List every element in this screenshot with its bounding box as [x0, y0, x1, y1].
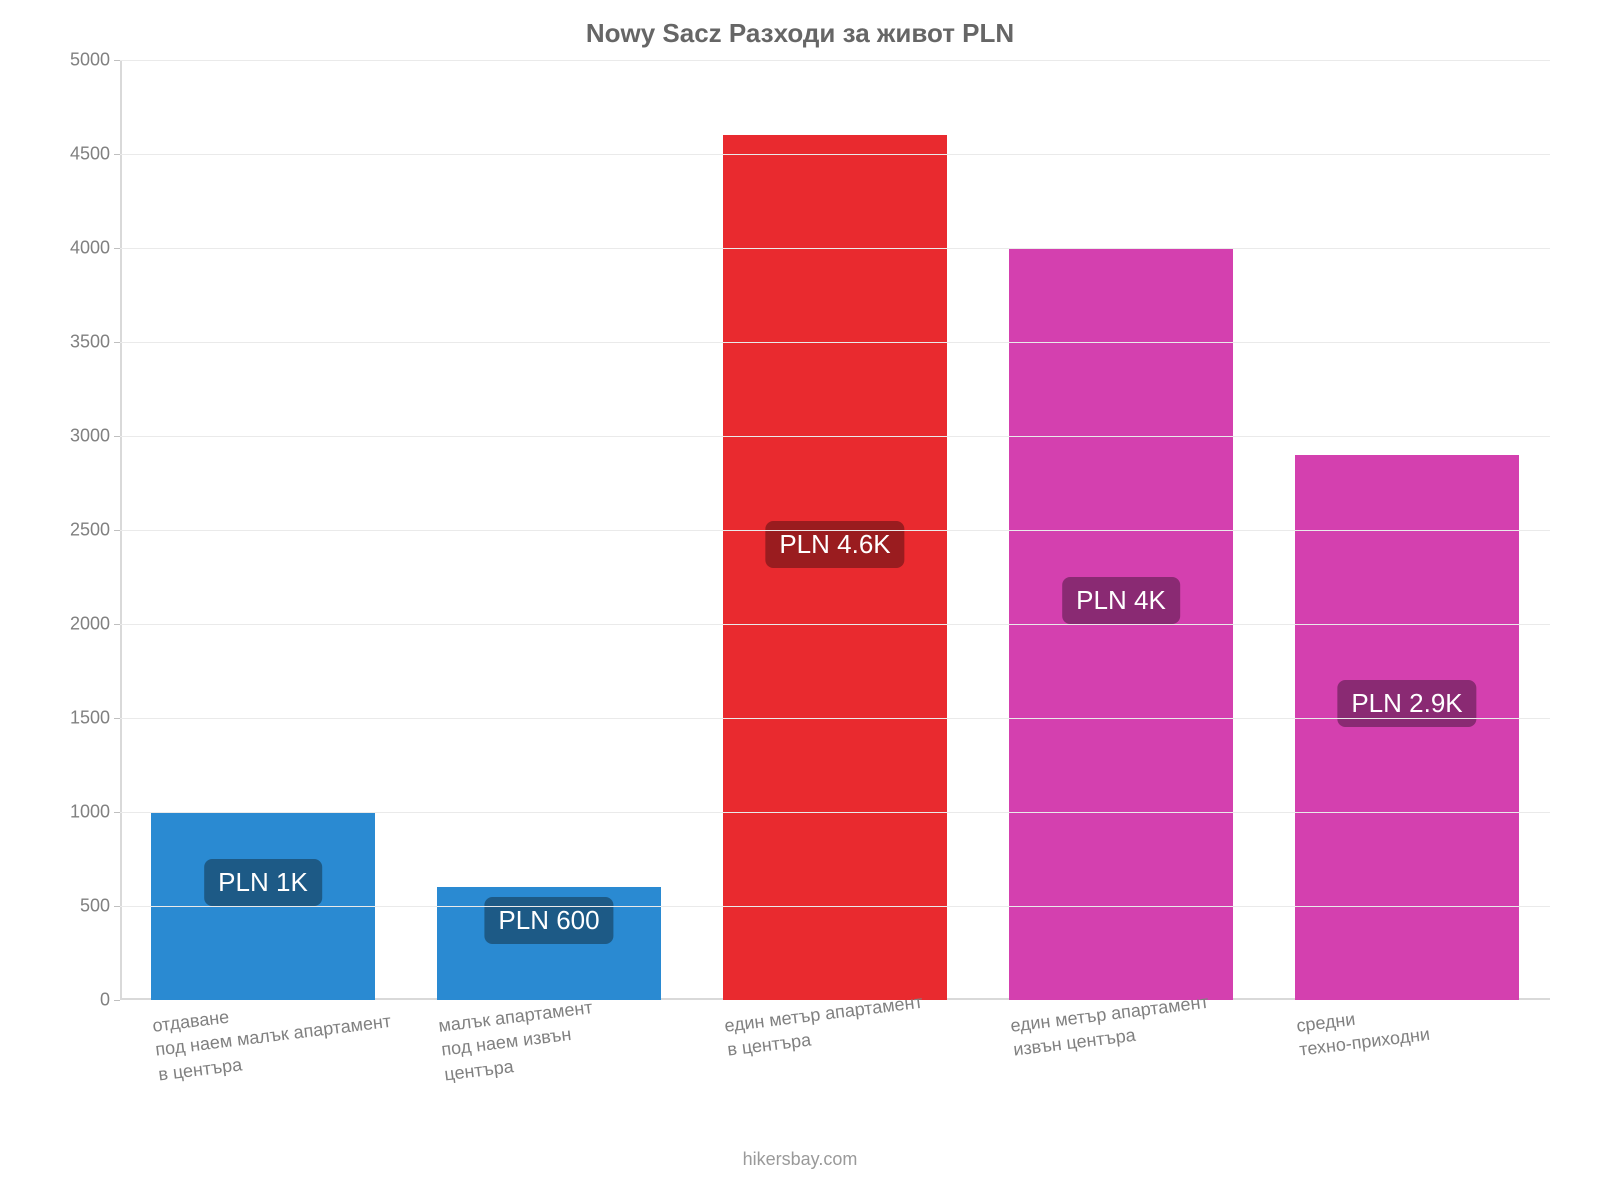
chart-title: Nowy Sacz Разходи за живот PLN: [0, 18, 1600, 49]
ytick-label: 1000: [70, 802, 120, 823]
chart-container: Nowy Sacz Разходи за живот PLN PLN 1K PLN…: [0, 0, 1600, 1200]
value-badge: PLN 4.6K: [765, 521, 904, 568]
gridline: [120, 436, 1550, 437]
gridline: [120, 60, 1550, 61]
gridline: [120, 624, 1550, 625]
value-badge: PLN 4K: [1062, 577, 1180, 624]
x-axis-label: един метър апартамент извън центъра: [1009, 990, 1213, 1063]
bar: PLN 4.6K: [723, 135, 946, 1000]
ytick-label: 0: [100, 990, 120, 1011]
gridline: [120, 154, 1550, 155]
x-axis-label: отдаване под наем малък апартамент в цен…: [151, 985, 395, 1086]
gridline: [120, 530, 1550, 531]
value-badge: PLN 2.9K: [1337, 680, 1476, 727]
x-axis-label: един метър апартамент в центъра: [723, 990, 927, 1063]
bar: PLN 600: [437, 887, 660, 1000]
ytick-label: 4000: [70, 238, 120, 259]
x-axis-label: малък апартамент под наем извън центъра: [437, 995, 600, 1086]
value-badge: PLN 600: [484, 897, 613, 944]
ytick-label: 4500: [70, 144, 120, 165]
plot-area: PLN 1KPLN 600PLN 4.6KPLN 4KPLN 2.9K 0500…: [120, 60, 1550, 1000]
ytick-label: 5000: [70, 50, 120, 71]
ytick-label: 3000: [70, 426, 120, 447]
ytick-label: 3500: [70, 332, 120, 353]
gridline: [120, 342, 1550, 343]
value-badge: PLN 1K: [204, 859, 322, 906]
gridline: [120, 248, 1550, 249]
ytick-label: 500: [80, 896, 120, 917]
ytick-label: 1500: [70, 708, 120, 729]
attribution-text: hikersbay.com: [0, 1149, 1600, 1170]
gridline: [120, 812, 1550, 813]
x-axis-label: средни техно-приходни: [1295, 998, 1431, 1062]
ytick-label: 2500: [70, 520, 120, 541]
bar: PLN 2.9K: [1295, 455, 1518, 1000]
ytick-label: 2000: [70, 614, 120, 635]
gridline: [120, 718, 1550, 719]
gridline: [120, 906, 1550, 907]
